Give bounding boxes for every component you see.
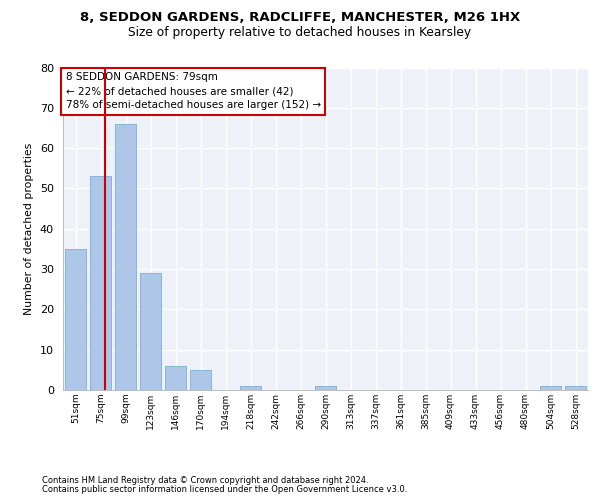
Text: Size of property relative to detached houses in Kearsley: Size of property relative to detached ho… [128,26,472,39]
Bar [540,386,561,390]
Bar [240,386,261,390]
Y-axis label: Number of detached properties: Number of detached properties [24,142,34,315]
Text: 8, SEDDON GARDENS, RADCLIFFE, MANCHESTER, M26 1HX: 8, SEDDON GARDENS, RADCLIFFE, MANCHESTER… [80,11,520,24]
Bar [190,370,211,390]
Bar [140,273,161,390]
Text: 8 SEDDON GARDENS: 79sqm
← 22% of detached houses are smaller (42)
78% of semi-de: 8 SEDDON GARDENS: 79sqm ← 22% of detache… [65,72,321,110]
Bar [65,249,86,390]
Bar [90,176,111,390]
Bar [115,124,136,390]
Bar [165,366,186,390]
Bar [565,386,586,390]
Bar [315,386,336,390]
Text: Contains public sector information licensed under the Open Government Licence v3: Contains public sector information licen… [42,485,407,494]
Text: Contains HM Land Registry data © Crown copyright and database right 2024.: Contains HM Land Registry data © Crown c… [42,476,368,485]
